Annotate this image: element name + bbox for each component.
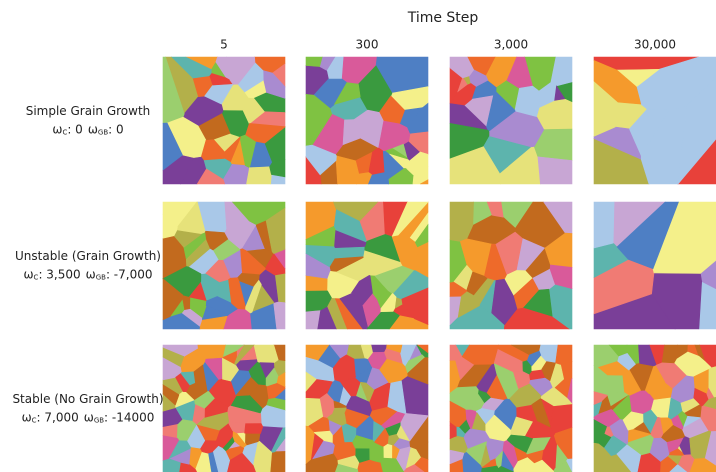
param-symbol: ω (22, 410, 32, 424)
grain (608, 375, 625, 393)
microstructure-panel (594, 202, 716, 329)
grain (371, 345, 387, 352)
column-header: 30,000 (634, 38, 676, 52)
grain (270, 451, 285, 472)
microstructure-panel (163, 57, 285, 184)
param-subscript: GB (94, 417, 104, 425)
grain (515, 86, 539, 117)
grain (245, 424, 263, 434)
microstructure-panel (450, 202, 572, 329)
figure-title: Time Step (407, 10, 479, 26)
microstructure-panel (306, 57, 428, 184)
column-header: 3,000 (494, 38, 528, 52)
grain (594, 202, 614, 248)
grain (306, 57, 322, 67)
grain (383, 444, 392, 458)
param-symbol: ω (52, 122, 62, 136)
microstructure-panel (163, 345, 285, 472)
param-symbol: ω (84, 410, 94, 424)
column-header: 300 (356, 38, 379, 52)
param-symbol: ω (23, 267, 33, 281)
row-label: Unstable (Grain Growth) (15, 249, 161, 263)
param-symbol: ω (88, 122, 98, 136)
microstructure-panel (594, 345, 716, 472)
microstructure-panel (594, 57, 716, 184)
param-subscript: GB (98, 129, 108, 137)
param-value: : 0 (108, 122, 124, 136)
param-value: : 7,000 (37, 410, 79, 424)
grain (247, 167, 272, 184)
microstructure-panel (306, 202, 428, 329)
param-symbol: ω (86, 267, 96, 281)
microstructure-panel (306, 345, 428, 472)
param-value: : 0 (67, 122, 83, 136)
column-header: 5 (220, 38, 228, 52)
grain (254, 345, 278, 363)
row-label: Stable (No Grain Growth) (12, 392, 163, 406)
microstructure-panel (450, 57, 572, 184)
param-value: : 3,500 (38, 267, 80, 281)
grain (662, 345, 677, 363)
grain (538, 157, 572, 184)
microstructure-panel (450, 345, 572, 472)
microstructure-panel (163, 202, 285, 329)
row-label: Simple Grain Growth (26, 104, 151, 118)
row-params: ωC: 3,500ωGB: -7,000 (23, 267, 152, 282)
param-value: : -7,000 (106, 267, 153, 281)
figure: Time Step 5 300 3,000 30,000 Simple Grain Gr… (0, 0, 716, 472)
grain (556, 345, 572, 364)
param-subscript: GB (96, 274, 106, 282)
param-value: : -14000 (104, 410, 154, 424)
